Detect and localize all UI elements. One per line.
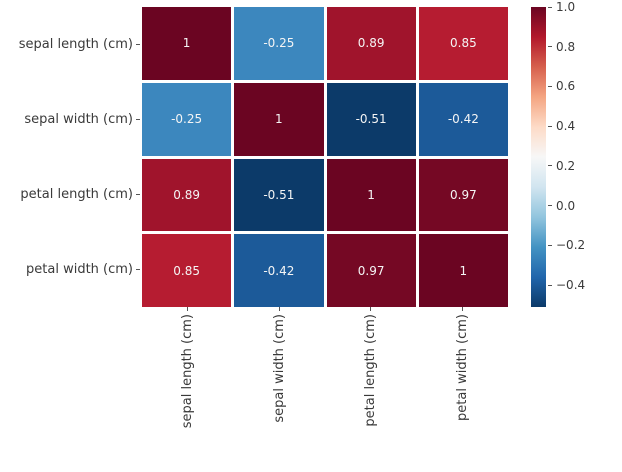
- heatmap-cell: 0.97: [418, 158, 508, 232]
- colorbar-tick-label: 1.0: [556, 0, 576, 14]
- heatmap-cell: -0.51: [326, 82, 416, 156]
- colorbar-tick: 0.6: [548, 79, 575, 93]
- col-label-text: sepal length (cm): [180, 314, 196, 429]
- heatmap-cell: 0.97: [326, 234, 416, 307]
- heatmap-cell: 0.85: [418, 7, 508, 80]
- heatmap-grid: 1 -0.25 0.89 0.85 -0.25 1 -0.51 -0.42 0.…: [142, 7, 508, 307]
- colorbar-tick-mark: [548, 6, 552, 8]
- heatmap-cell: 1: [142, 7, 232, 80]
- x-tick-mark: [278, 307, 280, 311]
- colorbar-tick-mark: [548, 244, 552, 246]
- heatmap-cell: -0.51: [234, 158, 324, 232]
- row-label: petal length (cm): [0, 157, 140, 232]
- x-tick-mark: [461, 307, 463, 311]
- heatmap-cell: -0.25: [142, 82, 232, 156]
- col-label: petal length (cm): [325, 307, 417, 457]
- y-axis-labels: sepal length (cm) sepal width (cm) petal…: [0, 7, 140, 307]
- col-label-text: petal width (cm): [454, 314, 470, 421]
- colorbar-tick-label: −0.4: [556, 278, 586, 293]
- x-tick-mark: [187, 307, 189, 311]
- colorbar: [531, 7, 546, 307]
- heatmap-cell: -0.42: [234, 234, 324, 307]
- colorbar-tick-mark: [548, 125, 552, 127]
- row-label: sepal length (cm): [0, 7, 140, 82]
- heatmap-cell: 1: [418, 234, 508, 307]
- colorbar-tick-label: 0.8: [556, 39, 576, 54]
- colorbar-tick-mark: [548, 46, 552, 48]
- y-tick-mark: [136, 119, 140, 120]
- heatmap-cell: 1: [326, 158, 416, 232]
- colorbar-tick: 0.0: [548, 199, 575, 213]
- y-tick-mark: [136, 44, 140, 45]
- colorbar-tick-label: 0.2: [556, 158, 576, 173]
- col-label: sepal length (cm): [142, 307, 234, 457]
- colorbar-tick-mark: [548, 165, 552, 167]
- heatmap-cell: 0.89: [326, 7, 416, 80]
- row-label-text: petal length (cm): [20, 187, 133, 202]
- colorbar-tick: 0.4: [548, 119, 575, 133]
- colorbar-ticks: 1.0 0.8 0.6 0.4 0.2 0.0 −0.2 −0.4: [548, 0, 618, 307]
- colorbar-tick: −0.2: [548, 238, 585, 252]
- row-label: sepal width (cm): [0, 82, 140, 157]
- col-label: sepal width (cm): [234, 307, 326, 457]
- row-label: petal width (cm): [0, 232, 140, 307]
- x-axis-labels: sepal length (cm) sepal width (cm) petal…: [142, 307, 508, 457]
- colorbar-tick: 1.0: [548, 0, 575, 14]
- y-tick-mark: [136, 269, 140, 270]
- heatmap-cell: 0.85: [142, 234, 232, 307]
- colorbar-tick-label: 0.0: [556, 198, 576, 213]
- colorbar-tick: 0.8: [548, 40, 575, 54]
- row-label-text: petal width (cm): [26, 262, 133, 277]
- colorbar-tick: −0.4: [548, 278, 585, 292]
- heatmap-cell: 0.89: [142, 158, 232, 232]
- heatmap-cell: -0.25: [234, 7, 324, 80]
- row-label-text: sepal length (cm): [18, 37, 133, 52]
- col-label: petal width (cm): [417, 307, 509, 457]
- x-tick-mark: [370, 307, 372, 311]
- colorbar-tick: 0.2: [548, 159, 575, 173]
- colorbar-tick-mark: [548, 85, 552, 87]
- col-label-text: sepal width (cm): [271, 314, 287, 423]
- colorbar-tick-mark: [548, 284, 552, 286]
- colorbar-tick-label: 0.6: [556, 79, 576, 94]
- colorbar-tick-label: −0.2: [556, 238, 586, 253]
- y-tick-mark: [136, 194, 140, 195]
- col-label-text: petal length (cm): [363, 314, 379, 427]
- colorbar-tick-mark: [548, 205, 552, 207]
- heatmap-cell: -0.42: [418, 82, 508, 156]
- row-label-text: sepal width (cm): [24, 112, 133, 127]
- heatmap-cell: 1: [234, 82, 324, 156]
- colorbar-tick-label: 0.4: [556, 119, 576, 134]
